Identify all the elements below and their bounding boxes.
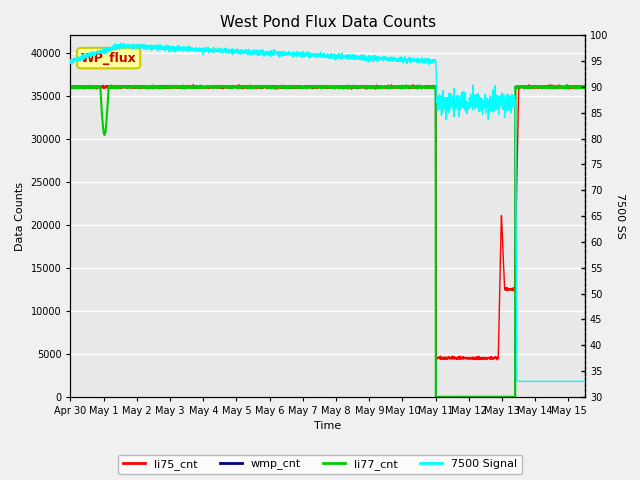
Text: WP_flux: WP_flux (81, 52, 136, 65)
Legend: li75_cnt, wmp_cnt, li77_cnt, 7500 Signal: li75_cnt, wmp_cnt, li77_cnt, 7500 Signal (118, 455, 522, 474)
Title: West Pond Flux Data Counts: West Pond Flux Data Counts (220, 15, 436, 30)
Y-axis label: Data Counts: Data Counts (15, 181, 25, 251)
X-axis label: Time: Time (314, 421, 341, 432)
Y-axis label: 7500 SS: 7500 SS (615, 193, 625, 239)
